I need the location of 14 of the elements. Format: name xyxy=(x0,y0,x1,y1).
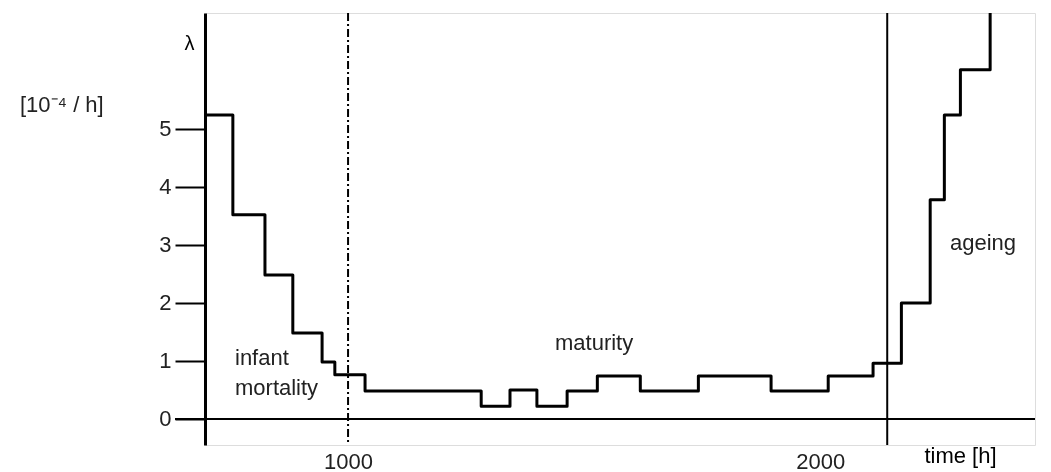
y-tick-label: 4 xyxy=(159,174,172,200)
x-tick-label: 2000 xyxy=(796,448,846,472)
y-axis-title: λ xyxy=(184,31,195,54)
text: [10⁻⁴ / h] xyxy=(20,92,104,117)
y-tick-label: 0 xyxy=(159,406,172,432)
annotation: ageing xyxy=(950,230,1017,255)
x-axis-title: time [h] xyxy=(924,442,997,468)
x-tick-label: 1000 xyxy=(324,448,374,472)
annotation: maturity xyxy=(555,330,634,355)
y-tick-label: 3 xyxy=(159,232,172,258)
y-tick-label: 2 xyxy=(159,290,172,316)
annotation: infant mortality xyxy=(235,345,319,400)
y-tick-label: 1 xyxy=(159,348,172,374)
y-tick-label: 5 xyxy=(159,116,172,142)
